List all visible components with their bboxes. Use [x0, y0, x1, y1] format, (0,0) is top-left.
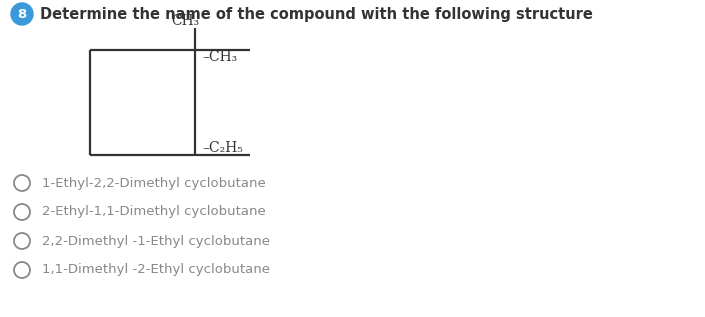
Text: 2,2-Dimethyl -1-Ethyl cyclobutane: 2,2-Dimethyl -1-Ethyl cyclobutane	[42, 235, 270, 248]
Circle shape	[11, 3, 33, 25]
Text: –C₂H₅: –C₂H₅	[202, 141, 243, 155]
Text: 8: 8	[18, 8, 27, 21]
Text: 1,1-Dimethyl -2-Ethyl cyclobutane: 1,1-Dimethyl -2-Ethyl cyclobutane	[42, 263, 270, 276]
Text: Determine the name of the compound with the following structure: Determine the name of the compound with …	[40, 7, 593, 22]
Text: 2-Ethyl-1,1-Dimethyl cyclobutane: 2-Ethyl-1,1-Dimethyl cyclobutane	[42, 205, 266, 218]
Text: CH₃: CH₃	[171, 14, 199, 28]
Text: 1-Ethyl-2,2-Dimethyl cyclobutane: 1-Ethyl-2,2-Dimethyl cyclobutane	[42, 177, 266, 190]
Text: –CH₃: –CH₃	[202, 50, 237, 64]
